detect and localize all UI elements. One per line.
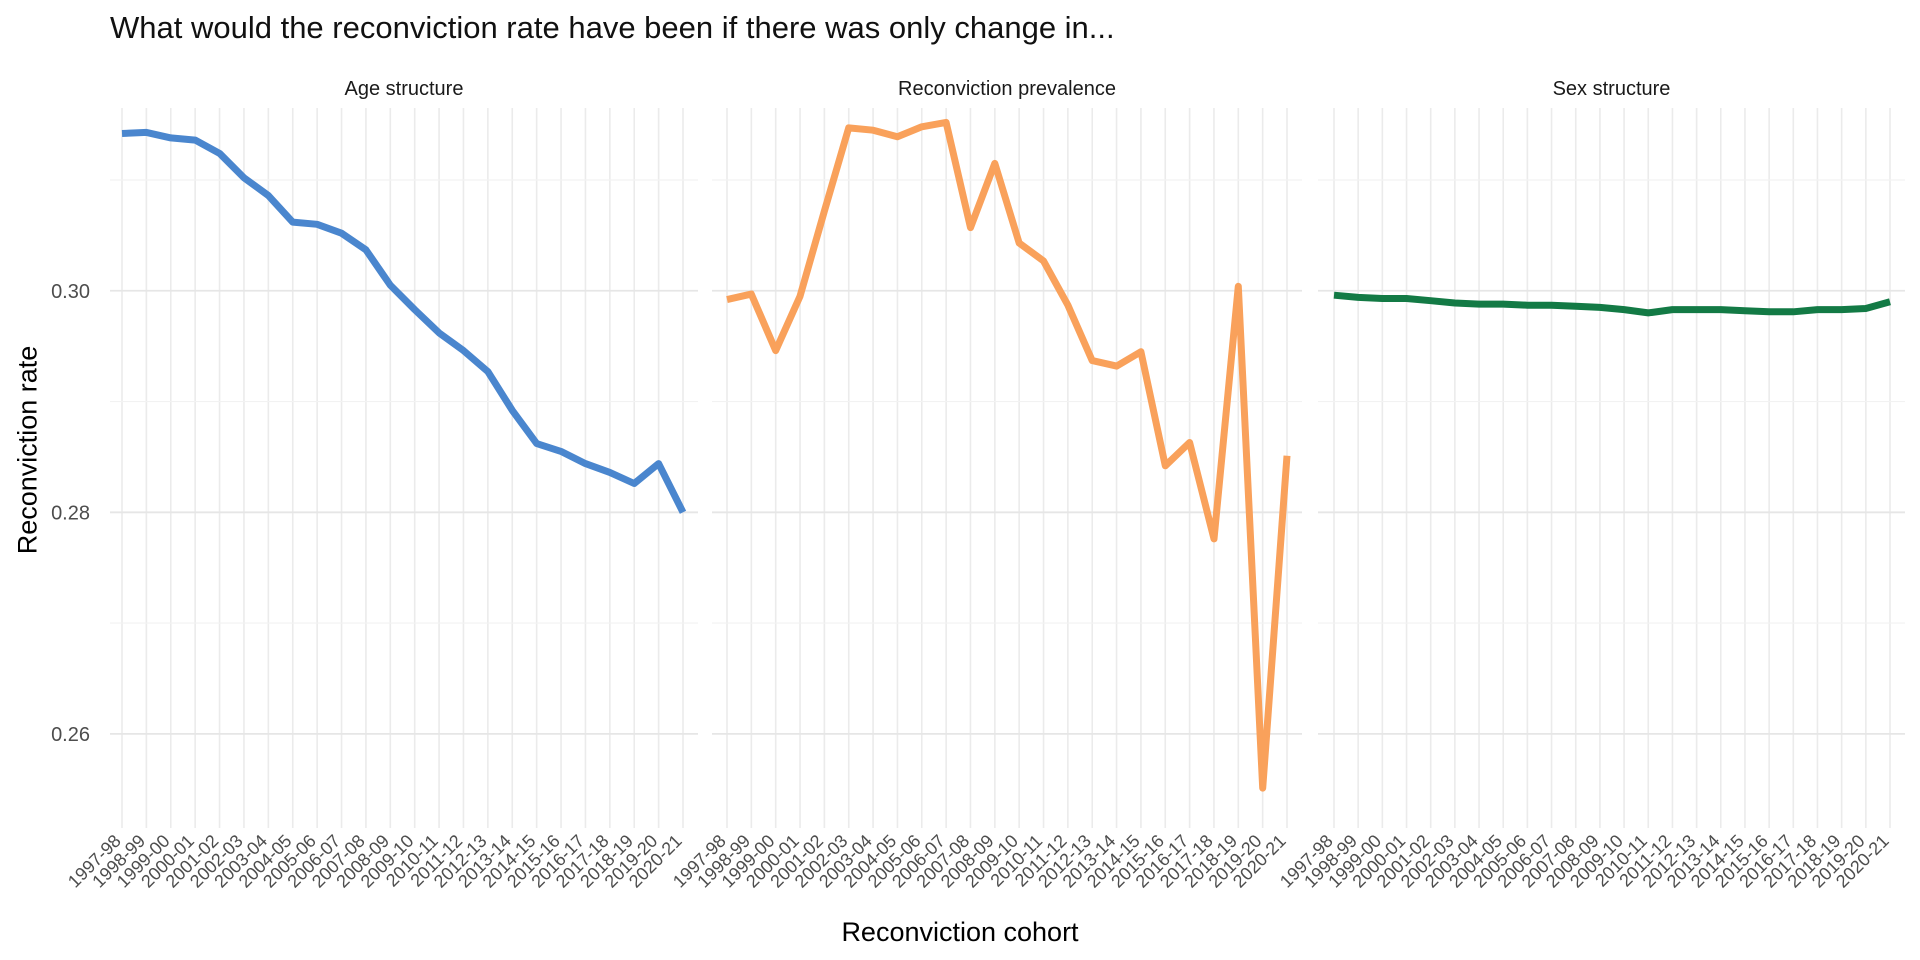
panel-title: Age structure [345, 78, 464, 100]
panel-title: Reconviction prevalence [898, 78, 1116, 100]
y-tick-label: 0.30 [51, 281, 90, 303]
y-tick-label: 0.26 [51, 724, 90, 746]
series-line [726, 118, 1291, 792]
series-line [121, 128, 687, 514]
series-line [1333, 291, 1891, 317]
panel-title: Sex structure [1553, 78, 1671, 100]
chart-title: What would the reconviction rate have be… [110, 10, 1115, 45]
x-axis-label: Reconviction cohort [841, 917, 1079, 947]
y-tick-label: 0.28 [51, 502, 90, 524]
